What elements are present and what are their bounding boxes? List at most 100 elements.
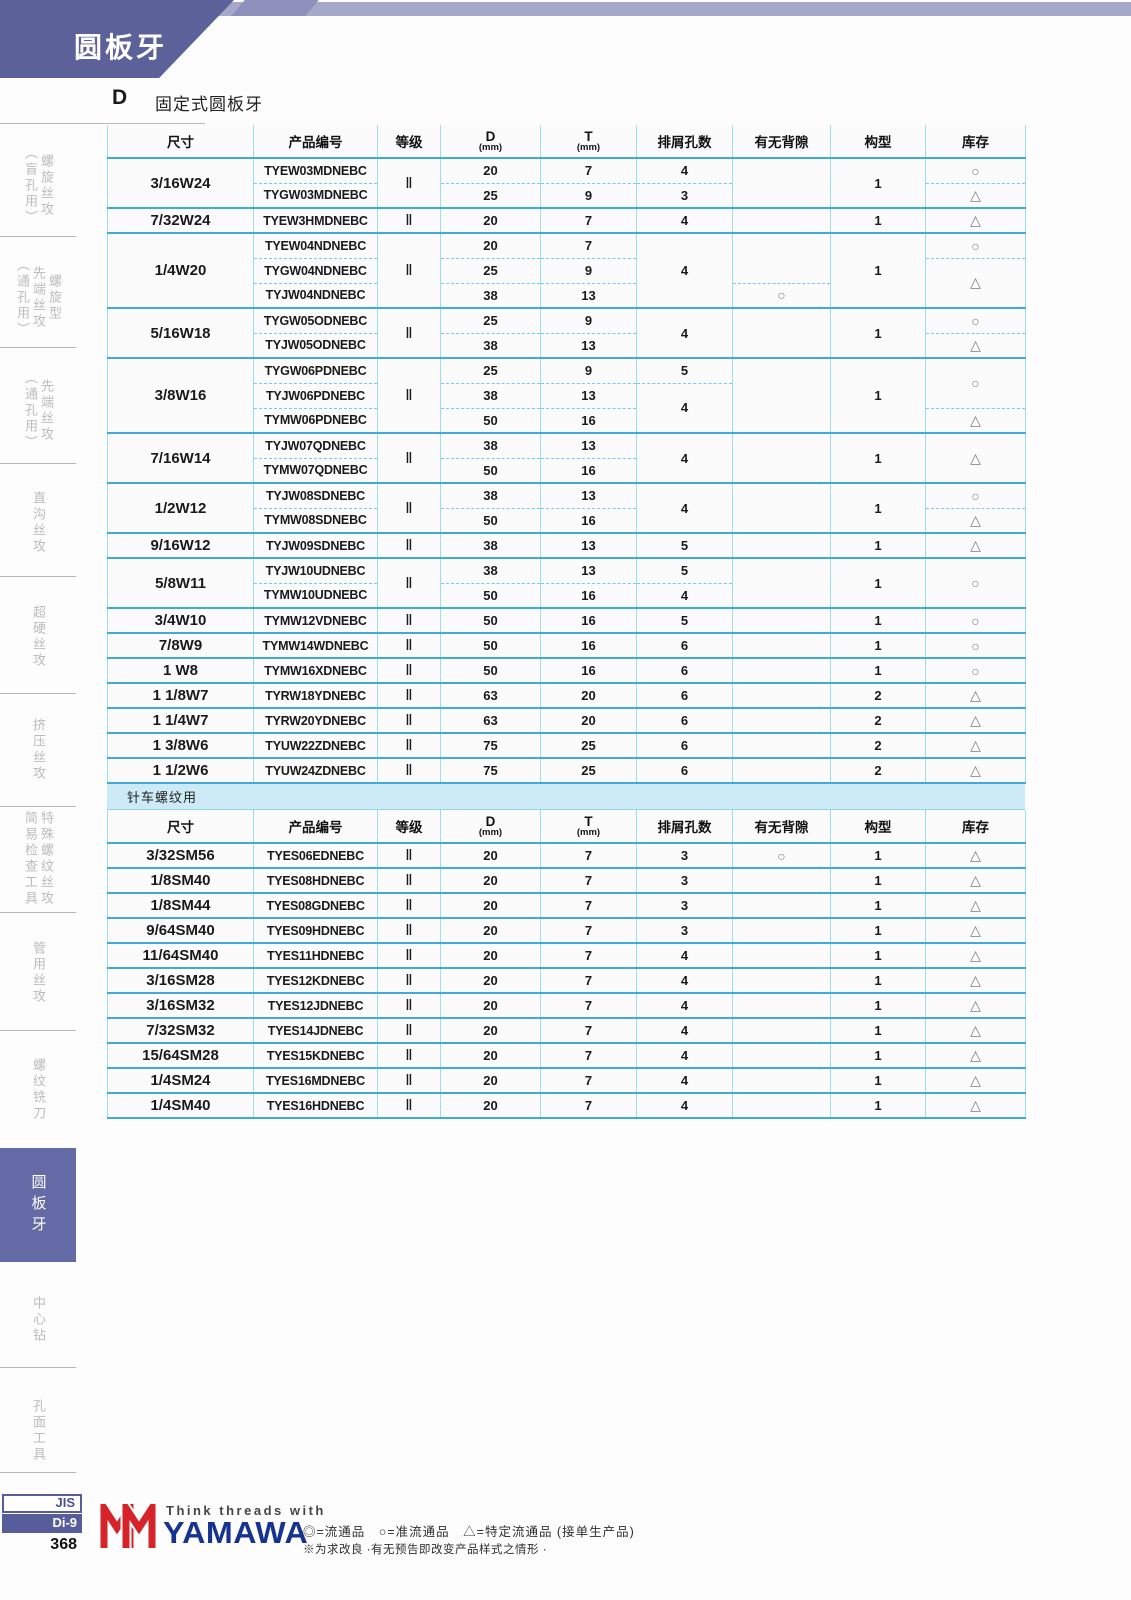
col-header-d: D (mm) xyxy=(440,125,541,159)
cell-product-code: TYMW14WDNEBC xyxy=(253,633,378,659)
cell-product-code: TYJW09SDNEBC xyxy=(253,533,378,559)
cell-size: 15/64SM28 xyxy=(107,1043,254,1069)
cell-stock: △ xyxy=(925,993,1026,1019)
cell-holes: 4 xyxy=(636,233,733,309)
col-header-t-sub: (mm) xyxy=(576,826,601,838)
sidebar-item-spiral-tap-blind: 螺旋丝攻 （盲孔用） xyxy=(23,146,54,226)
col-header-d-main: D xyxy=(485,128,496,144)
cell-grade: Ⅱ xyxy=(377,683,441,709)
cell-outer-diameter: 20 xyxy=(440,893,541,919)
cell-stock: ○ xyxy=(925,658,1026,684)
cell-thickness: 13 xyxy=(540,558,637,584)
sidebar-item-pipe-tap: 管用丝攻 xyxy=(31,941,46,1005)
sidebar-divider xyxy=(0,1472,76,1473)
cell-config: 2 xyxy=(830,708,926,734)
cell-back xyxy=(732,968,831,994)
cell-back xyxy=(732,658,831,684)
cell-stock: △ xyxy=(925,258,1026,309)
cell-thickness: 13 xyxy=(540,433,637,459)
col-header-config: 构型 xyxy=(830,810,926,844)
cell-size: 3/16W24 xyxy=(107,158,254,209)
cell-size: 11/64SM40 xyxy=(107,943,254,969)
cell-config: 1 xyxy=(830,358,926,434)
cell-config: 1 xyxy=(830,633,926,659)
cell-config: 1 xyxy=(830,433,926,484)
cell-config: 1 xyxy=(830,868,926,894)
di9-badge: Di-9 xyxy=(2,1514,82,1533)
cell-thickness: 25 xyxy=(540,733,637,759)
col-header-t-main: T xyxy=(584,813,593,829)
sidebar-item-center-drill: 中心钻 xyxy=(31,1296,46,1344)
cell-back xyxy=(732,233,831,284)
cell-outer-diameter: 20 xyxy=(440,918,541,944)
cell-stock: △ xyxy=(925,408,1026,434)
cell-stock: △ xyxy=(925,968,1026,994)
cell-back xyxy=(732,483,831,534)
cell-size: 1/8SM40 xyxy=(107,868,254,894)
section-title: 固定式圆板牙 xyxy=(155,95,263,114)
cell-stock: ○ xyxy=(925,633,1026,659)
cell-size: 7/32W24 xyxy=(107,208,254,234)
cell-product-code: TYES09HDNEBC xyxy=(253,918,378,944)
cell-stock: △ xyxy=(925,333,1026,359)
cell-holes: 4 xyxy=(636,968,733,994)
yamawa-logo-icon xyxy=(100,1504,158,1548)
cell-stock: △ xyxy=(925,533,1026,559)
cell-stock: △ xyxy=(925,708,1026,734)
cell-back xyxy=(732,433,831,484)
cell-product-code: TYJW10UDNEBC xyxy=(253,558,378,584)
cell-holes: 4 xyxy=(636,1093,733,1119)
cell-outer-diameter: 50 xyxy=(440,508,541,534)
sidebar-active-label: 圆板牙 xyxy=(29,1173,47,1237)
cell-back xyxy=(732,208,831,234)
cell-back xyxy=(732,633,831,659)
cell-holes: 6 xyxy=(636,733,733,759)
section-letter: D xyxy=(112,86,128,109)
cell-thickness: 7 xyxy=(540,893,637,919)
cell-thickness: 7 xyxy=(540,233,637,259)
cell-product-code: TYEW03MDNEBC xyxy=(253,158,378,184)
cell-thickness: 7 xyxy=(540,158,637,184)
cell-back xyxy=(732,943,831,969)
cell-holes: 3 xyxy=(636,843,733,869)
cell-product-code: TYRW18YDNEBC xyxy=(253,683,378,709)
cell-grade: Ⅱ xyxy=(377,843,441,869)
cell-outer-diameter: 25 xyxy=(440,308,541,334)
cell-thickness: 7 xyxy=(540,208,637,234)
cell-outer-diameter: 20 xyxy=(440,233,541,259)
cell-thickness: 9 xyxy=(540,258,637,284)
cell-holes: 4 xyxy=(636,158,733,184)
cell-thickness: 16 xyxy=(540,608,637,634)
cell-thickness: 13 xyxy=(540,533,637,559)
cell-size: 3/16SM28 xyxy=(107,968,254,994)
cell-size: 1/8SM44 xyxy=(107,893,254,919)
col-header-grade: 等级 xyxy=(377,810,441,844)
cell-back xyxy=(732,358,831,434)
cell-config: 1 xyxy=(830,993,926,1019)
cell-product-code: TYJW08SDNEBC xyxy=(253,483,378,509)
cell-stock: ○ xyxy=(925,358,1026,409)
cell-outer-diameter: 20 xyxy=(440,843,541,869)
cell-stock: ○ xyxy=(925,483,1026,509)
cell-outer-diameter: 20 xyxy=(440,158,541,184)
cell-outer-diameter: 38 xyxy=(440,483,541,509)
cell-holes: 3 xyxy=(636,918,733,944)
cell-stock: ○ xyxy=(925,308,1026,334)
cell-size: 1 3/8W6 xyxy=(107,733,254,759)
cell-grade: Ⅱ xyxy=(377,708,441,734)
cell-outer-diameter: 38 xyxy=(440,333,541,359)
cell-outer-diameter: 20 xyxy=(440,1093,541,1119)
cell-back xyxy=(732,918,831,944)
cell-outer-diameter: 20 xyxy=(440,968,541,994)
cell-thickness: 7 xyxy=(540,1068,637,1094)
cell-back xyxy=(732,683,831,709)
sidebar-divider xyxy=(0,463,76,464)
col-header-d-main: D xyxy=(485,813,496,829)
cell-holes: 3 xyxy=(636,183,733,209)
cell-outer-diameter: 50 xyxy=(440,658,541,684)
col-header-stock: 库存 xyxy=(925,810,1026,844)
cell-holes: 4 xyxy=(636,483,733,534)
cell-back xyxy=(732,558,831,609)
cell-size: 1 W8 xyxy=(107,658,254,684)
